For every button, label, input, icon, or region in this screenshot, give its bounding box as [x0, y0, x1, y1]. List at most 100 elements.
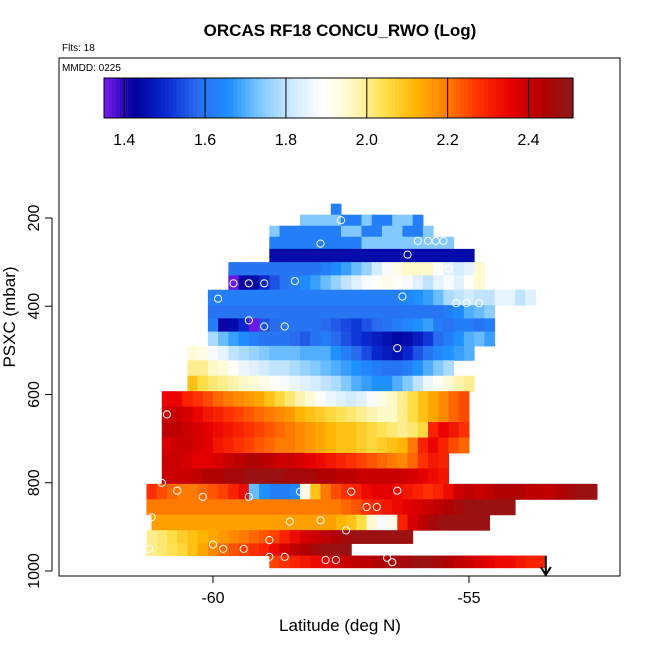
heatmap-cell — [228, 275, 240, 291]
heatmap-cell — [289, 360, 301, 377]
heatmap-cell — [392, 331, 403, 347]
heatmap-cell — [182, 437, 194, 454]
heatmap-cell — [361, 225, 373, 238]
heatmap-cell — [341, 499, 352, 516]
colorbar-segment — [419, 78, 424, 118]
heatmap-cell — [371, 555, 383, 569]
y-tick-label: 200 — [26, 205, 43, 232]
sample-point — [219, 544, 228, 554]
sample-point — [198, 492, 207, 501]
heatmap-cell — [166, 530, 178, 544]
heatmap-cell — [463, 555, 475, 569]
heatmap-cell — [371, 275, 383, 291]
heatmap-cell — [458, 406, 470, 423]
heatmap-cell — [361, 289, 373, 306]
heatmap-cell — [315, 468, 327, 485]
heatmap-cell — [351, 236, 362, 250]
heatmap-cell — [361, 331, 373, 347]
heatmap-cell — [320, 360, 332, 377]
heatmap-cell — [474, 262, 485, 276]
heatmap-cell — [213, 391, 224, 408]
heatmap-cell — [259, 345, 270, 361]
heatmap-cell — [161, 437, 173, 454]
heatmap-cell — [371, 262, 383, 276]
colorbar-segment — [241, 78, 247, 118]
heatmap-cell — [161, 422, 173, 439]
heatmap-cell — [422, 345, 434, 361]
heatmap-cell — [161, 452, 173, 469]
heatmap-cell — [223, 468, 234, 485]
heatmap-cell — [381, 331, 393, 347]
heatmap-cell — [335, 437, 347, 454]
heatmap-cell — [228, 345, 240, 361]
heatmap-cell — [238, 275, 250, 291]
heatmap-cell — [371, 289, 383, 306]
heatmap-cell — [279, 345, 291, 361]
heatmap-cell — [412, 331, 424, 347]
colorbar-segment — [160, 78, 166, 118]
heatmap-cell — [310, 262, 322, 276]
heatmap-cell — [161, 468, 173, 485]
heatmap-cell — [284, 468, 296, 485]
heatmap-cell — [458, 422, 470, 439]
sample-point — [214, 294, 223, 303]
sample-point — [280, 322, 289, 331]
heatmap-cell — [494, 483, 506, 500]
colorbar-segment — [391, 78, 396, 118]
colorbar-segment — [205, 78, 210, 118]
heatmap-cell — [289, 331, 301, 347]
heatmap-cell — [177, 499, 188, 516]
colorbar-segment — [471, 78, 477, 118]
colorbar-segment — [435, 78, 441, 118]
heatmap-cell — [361, 248, 373, 263]
heatmap-cell — [474, 499, 485, 516]
heatmap-cell — [484, 305, 496, 319]
colorbar-segment — [374, 78, 380, 118]
date-label: MMDD: 0225 — [62, 63, 121, 74]
heatmap-cell — [325, 514, 337, 531]
colorbar-segment — [322, 78, 327, 118]
heatmap-cell — [361, 318, 373, 333]
heatmap-cell — [346, 437, 357, 454]
heatmap-cell — [371, 499, 383, 516]
heatmap-cell — [207, 483, 219, 500]
heatmap-cell — [341, 360, 352, 377]
heatmap-cell — [218, 375, 229, 392]
heatmap-cell — [177, 530, 188, 544]
colorbar-segment — [358, 78, 364, 118]
heatmap-cell — [412, 305, 424, 319]
colorbar-segment — [285, 78, 291, 118]
heatmap-cell — [417, 514, 429, 531]
heatmap-cell — [463, 499, 475, 516]
colorbar-segment — [467, 78, 473, 118]
heatmap-cell — [371, 375, 383, 392]
colorbar-segment — [136, 78, 141, 118]
colorbar-segment — [152, 78, 158, 118]
heatmap-cell — [310, 331, 322, 347]
colorbar-segment — [188, 78, 194, 118]
heatmap-cell — [407, 391, 419, 408]
heatmap-cell — [341, 262, 352, 276]
heatmap-cell — [463, 331, 475, 347]
heatmap-cell — [177, 483, 188, 500]
heatmap-cell — [218, 305, 229, 319]
colorbar-segment — [342, 78, 348, 118]
heatmap-cell — [330, 345, 342, 361]
colorbar-segment — [273, 78, 279, 118]
colorbar-segment — [221, 78, 226, 118]
heatmap-cell — [381, 262, 393, 276]
heatmap-cell — [223, 437, 234, 454]
colorbar-segment — [484, 78, 489, 118]
heatmap-cell — [223, 391, 234, 408]
sample-point — [316, 516, 325, 525]
heatmap-cell — [305, 422, 316, 439]
colorbar-segment — [128, 78, 133, 118]
heatmap-cell — [248, 331, 260, 347]
heatmap-cell — [320, 483, 332, 500]
heatmap-cell — [341, 275, 352, 291]
colorbar-segment — [528, 78, 534, 118]
heatmap-cell — [207, 375, 219, 392]
heatmap-cell — [428, 468, 439, 485]
heatmap-cell — [458, 437, 470, 454]
colorbar-segment — [108, 78, 113, 118]
